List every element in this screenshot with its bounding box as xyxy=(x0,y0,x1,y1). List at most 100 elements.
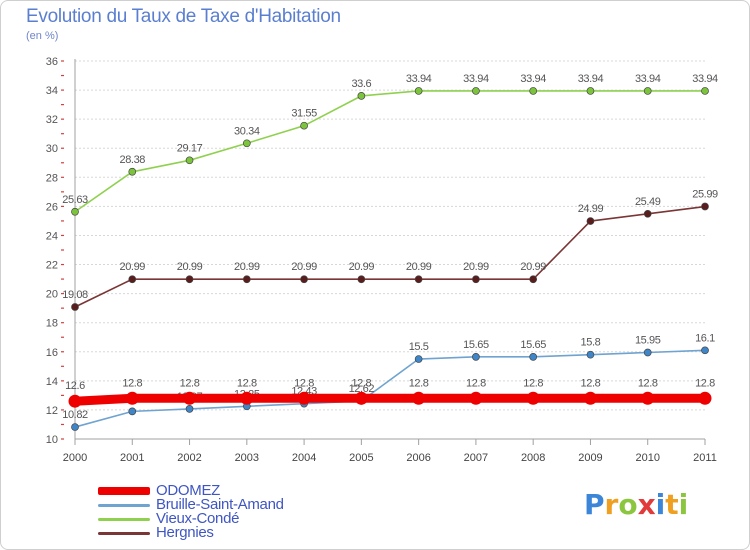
data-label: 30.34 xyxy=(234,125,260,137)
data-point xyxy=(414,87,423,95)
data-label: 20.99 xyxy=(520,261,546,273)
data-label: 33.6 xyxy=(351,78,371,90)
x-tick-label: 2011 xyxy=(693,452,717,464)
series-line-odomez xyxy=(70,393,710,406)
logo-letter: i xyxy=(678,488,689,521)
data-label: 20.99 xyxy=(177,261,203,273)
data-label: 25.49 xyxy=(635,196,661,208)
data-point xyxy=(71,207,79,216)
data-point xyxy=(586,87,595,95)
data-label: 33.94 xyxy=(692,73,718,85)
data-point xyxy=(698,391,712,405)
y-tick-label: 24 xyxy=(46,230,58,242)
legend-label: Hergnies xyxy=(156,524,214,541)
data-point xyxy=(414,355,423,363)
data-label: 15.8 xyxy=(581,337,601,349)
data-point xyxy=(472,275,480,284)
logo-letter: P xyxy=(584,488,605,521)
y-tick-label: 10 xyxy=(46,434,58,446)
data-point xyxy=(185,275,194,284)
data-label: 12.8 xyxy=(122,377,142,389)
y-tick-label: 20 xyxy=(46,289,58,301)
legend-label: Bruille-Saint-Amand xyxy=(156,496,284,513)
data-label: 12.8 xyxy=(581,377,601,389)
data-label: 12.8 xyxy=(466,377,486,389)
data-point xyxy=(242,139,251,148)
data-label: 33.94 xyxy=(463,73,489,85)
x-tick-label: 2006 xyxy=(406,452,430,464)
series-line-bruille-saint-amand xyxy=(74,349,706,428)
data-point xyxy=(183,391,197,405)
y-tick-label: 32 xyxy=(46,114,58,126)
data-point xyxy=(357,275,366,284)
data-label: 20.99 xyxy=(291,261,317,273)
data-point xyxy=(529,275,538,284)
data-point xyxy=(242,275,251,284)
logo-letter: t xyxy=(665,488,679,521)
data-point xyxy=(71,303,79,311)
data-label: 33.94 xyxy=(578,73,604,85)
data-label: 15.95 xyxy=(635,334,661,346)
data-point xyxy=(414,275,423,284)
data-label: 33.94 xyxy=(520,73,546,85)
data-label: 12.8 xyxy=(180,377,200,389)
logo-letter: o xyxy=(618,488,638,521)
data-label: 20.99 xyxy=(234,261,260,273)
legend-swatch xyxy=(98,517,150,521)
x-tick-label: 2004 xyxy=(292,452,316,464)
data-point xyxy=(586,217,595,225)
x-tick-label: 2005 xyxy=(349,452,373,464)
x-tick-label: 2003 xyxy=(235,452,259,464)
data-point xyxy=(472,87,480,95)
proxiti-logo: Proxiti xyxy=(584,488,688,521)
data-point xyxy=(529,353,538,361)
y-tick-label: 16 xyxy=(46,347,58,359)
data-point xyxy=(641,391,655,405)
series-line-vieux-cond- xyxy=(74,90,706,213)
chart-title: Evolution du Taux de Taxe d'Habitation xyxy=(26,6,341,27)
data-label: 25.99 xyxy=(692,189,718,201)
data-label: 12.8 xyxy=(237,377,257,389)
x-tick-label: 2002 xyxy=(177,452,201,464)
x-tick-label: 2008 xyxy=(521,452,545,464)
data-point xyxy=(71,423,79,431)
data-label: 16.1 xyxy=(695,332,715,344)
y-tick-label: 12 xyxy=(46,405,58,417)
data-label: 20.99 xyxy=(406,261,432,273)
legend-item: Vieux-Condé xyxy=(98,511,398,526)
data-point xyxy=(643,348,652,357)
data-point xyxy=(526,391,540,405)
legend-item: Hergnies xyxy=(98,524,398,541)
data-label: 15.65 xyxy=(520,339,546,351)
data-label: 25.63 xyxy=(62,194,88,206)
data-point xyxy=(297,391,311,405)
x-tick-label: 2000 xyxy=(63,452,87,464)
data-point xyxy=(300,121,308,130)
data-point xyxy=(469,391,483,405)
legend-item: Bruille-Saint-Amand xyxy=(98,496,398,513)
data-point xyxy=(354,391,368,405)
y-tick-label: 26 xyxy=(46,201,58,213)
legend-label: ODOMEZ xyxy=(156,482,221,499)
data-point xyxy=(643,209,652,218)
y-tick-label: 22 xyxy=(46,260,58,272)
data-point xyxy=(68,394,82,408)
x-tick-label: 2001 xyxy=(120,452,144,464)
data-point xyxy=(701,346,709,355)
data-point xyxy=(586,350,595,359)
data-label: 20.99 xyxy=(120,261,146,273)
data-label: 29.17 xyxy=(177,142,203,154)
data-point xyxy=(529,87,538,95)
x-tick-label: 2009 xyxy=(578,452,602,464)
data-label: 12.62 xyxy=(349,383,375,395)
data-label: 12.8 xyxy=(523,377,543,389)
y-tick-label: 36 xyxy=(46,56,58,68)
data-point xyxy=(643,87,652,95)
data-label: 12.8 xyxy=(638,377,658,389)
data-label: 12.6 xyxy=(65,380,85,392)
data-label: 28.38 xyxy=(120,154,146,166)
logo-letter: x xyxy=(637,488,656,521)
data-point xyxy=(701,87,709,95)
y-tick-label: 14 xyxy=(46,376,58,388)
